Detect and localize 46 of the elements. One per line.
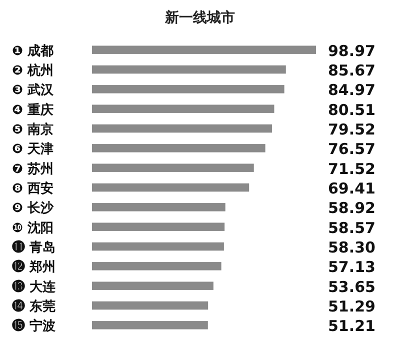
data-label: 98.97 <box>328 42 376 60</box>
y-tick-label: ❷ 杭州 <box>12 62 54 78</box>
bar <box>92 85 284 94</box>
data-label: 76.57 <box>328 140 376 158</box>
y-tick-label: ❺ 南京 <box>12 122 54 138</box>
data-label: 57.13 <box>328 258 376 276</box>
data-label: 58.57 <box>328 218 376 237</box>
y-tick-label: ❸ 武汉 <box>12 83 55 98</box>
bar <box>92 46 316 54</box>
bar <box>92 124 272 133</box>
bar <box>92 242 224 251</box>
bar <box>92 183 250 192</box>
bar <box>92 203 226 212</box>
bar <box>92 301 208 310</box>
bar <box>92 65 286 74</box>
data-label: 53.65 <box>328 278 376 296</box>
data-label: 51.21 <box>328 317 376 336</box>
data-label: 84.97 <box>328 81 376 100</box>
data-label: 69.41 <box>328 180 376 198</box>
y-tick-label: ⓮ 东莞 <box>12 298 56 314</box>
bar <box>92 282 214 290</box>
data-label: 71.52 <box>328 160 376 178</box>
y-tick-label: ❽ 西安 <box>12 180 54 196</box>
bar <box>92 222 225 231</box>
bar <box>92 262 222 270</box>
y-tick-label: ❾ 长沙 <box>12 201 55 216</box>
data-label: 85.67 <box>328 62 376 80</box>
data-label: 58.30 <box>328 238 376 256</box>
y-tick-label: ⓬ 郑州 <box>12 259 56 276</box>
data-label: 79.52 <box>328 120 376 138</box>
bar <box>92 144 266 152</box>
y-tick-label: ⓭ 大连 <box>12 278 57 295</box>
y-tick-label: ⓯ 宁波 <box>12 318 57 334</box>
bar <box>92 104 274 113</box>
bar <box>92 321 208 330</box>
data-label: 80.51 <box>328 100 376 119</box>
data-label: 58.92 <box>328 199 376 218</box>
y-tick-label: ❻ 天津 <box>12 142 54 158</box>
y-tick-label: ❿ 沈阳 <box>12 220 54 236</box>
chart-title: 新一线城市 <box>164 9 235 26</box>
y-tick-label: ⓫ 青岛 <box>12 240 56 256</box>
y-tick-label: ❼ 苏州 <box>12 162 54 177</box>
bar <box>92 164 254 172</box>
y-tick-label: ❶ 成都 <box>12 44 54 59</box>
y-tick-label: ❹ 重庆 <box>12 102 54 118</box>
data-label: 51.29 <box>328 298 376 316</box>
